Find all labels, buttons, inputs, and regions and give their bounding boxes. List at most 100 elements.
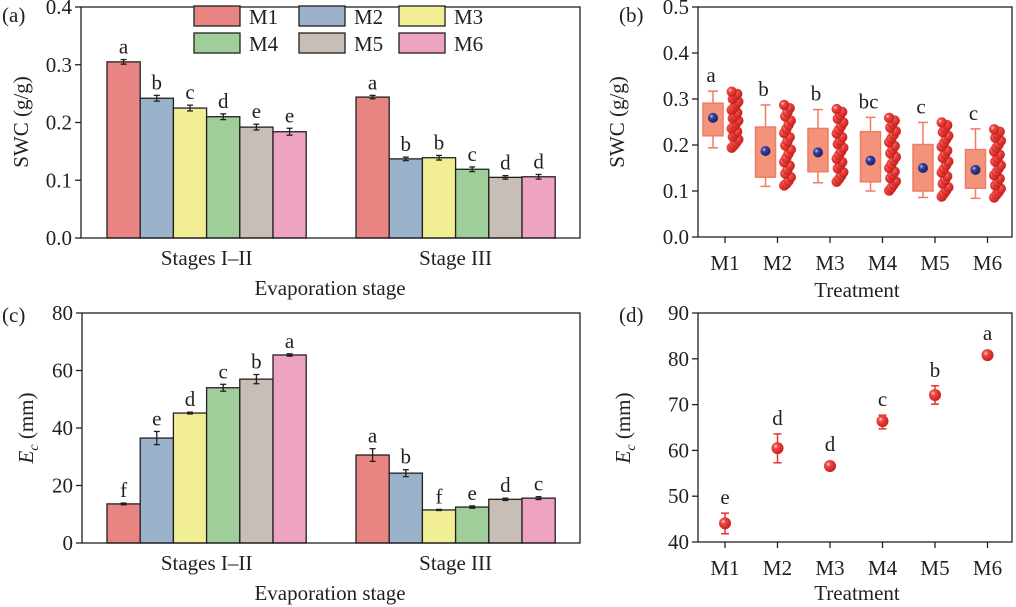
panel-a-bar-m3 — [421, 157, 457, 239]
panel-d-label: (d) — [619, 303, 644, 327]
legend-label-m5: M5 — [354, 32, 383, 56]
panel-c-y-tick-label: 60 — [52, 359, 73, 383]
panel-c-significance-letter: f — [120, 478, 127, 502]
panel-c-x-axis-label: Evaporation stage — [254, 581, 405, 605]
panel-d-significance-letter: d — [825, 432, 836, 456]
panel-d-significance-letter: c — [878, 387, 887, 411]
panel-d-data-point-m2 — [771, 442, 784, 455]
panel-d-y-tick-label: 90 — [668, 301, 689, 325]
panel-c-bar-m2 — [139, 437, 175, 544]
panel-c-y-tick-label: 0 — [63, 531, 74, 555]
panel-b-x-axis-label: Treatment — [814, 278, 900, 302]
panel-b-data-point — [831, 103, 842, 115]
panel-b-y-tick-label: 0.5 — [663, 0, 689, 19]
panel-b-mean-marker — [813, 147, 823, 158]
panel-a-bar-m6 — [272, 131, 307, 239]
panel-a-label: (a) — [2, 3, 25, 27]
panel-b-x-tick-label: M4 — [868, 251, 898, 275]
panel-a-bar-m3 — [172, 107, 208, 239]
panel-d-significance-letter: d — [772, 406, 783, 430]
panel-d-data-point-m1 — [719, 517, 731, 530]
panel-d-y-tick-label: 60 — [668, 438, 689, 462]
panel-d-x-tick-label: M6 — [973, 556, 1002, 580]
panel-c-significance-letter: a — [368, 424, 378, 448]
panel-b-significance-letter: c — [969, 101, 978, 125]
panel-b-data-point — [936, 117, 947, 128]
panel-a-significance-letter: b — [401, 132, 412, 156]
panel-b-mean-marker — [970, 164, 981, 175]
panel-c-significance-letter: c — [534, 472, 543, 496]
panel-c-bar-m4 — [205, 387, 241, 544]
panel-a-significance-letter: b — [152, 70, 163, 94]
panel-c-bar-m5 — [239, 378, 274, 544]
panel-c-y-tick-label: 80 — [52, 301, 73, 325]
panel-a-y-axis-label: SWC (g/g) — [9, 76, 33, 168]
panel-d-x-tick-label: M3 — [815, 556, 844, 580]
panel-c-significance-letter: c — [219, 359, 228, 383]
panel-c-bar-m4 — [454, 506, 490, 544]
panel-d-y-tick-label: 40 — [668, 530, 689, 554]
panel-a-significance-letter: a — [119, 35, 129, 59]
panel-a-significance-letter: d — [218, 89, 229, 113]
ec-unit: (mm) — [14, 393, 38, 445]
panel-b-x-tick-label: M1 — [710, 251, 739, 275]
panel-c-bar-m1 — [355, 454, 390, 544]
panel-c-bar-m6 — [272, 354, 307, 544]
panel-d-significance-letter: a — [983, 321, 993, 345]
legend-swatch-m4 — [193, 32, 241, 54]
legend-label-m4: M4 — [249, 32, 279, 56]
panel-a-y-tick-label: 0.2 — [46, 111, 72, 135]
ec-subscript: c — [27, 444, 42, 451]
panel-a-bar-m4 — [205, 116, 241, 239]
panel-a-significance-letter: c — [468, 142, 477, 166]
panel-b-x-tick-label: M6 — [973, 251, 1002, 275]
panel-d-x-tick-label: M4 — [868, 556, 898, 580]
ec-symbol: E — [14, 450, 38, 464]
panel-a-bar-m1 — [355, 96, 390, 239]
panel-a-bar-m5 — [239, 126, 274, 239]
ec-symbol: E — [611, 450, 635, 464]
panel-a-significance-letter: b — [434, 130, 445, 154]
panel-b-x-tick-label: M2 — [763, 251, 792, 275]
panel-b-label: (b) — [619, 3, 644, 27]
panel-b-data-point — [779, 99, 790, 111]
panel-a-significance-letter: e — [252, 99, 261, 123]
panel-b-y-tick-label: 0.0 — [663, 225, 689, 249]
panel-c-significance-letter: b — [401, 445, 412, 469]
panel-a-y-tick-label: 0.0 — [46, 226, 72, 250]
panel-c-significance-letter: e — [152, 406, 161, 430]
panel-d-data-point-m5 — [929, 388, 941, 401]
panel-b-mean-marker — [708, 112, 718, 123]
panel-a-y-tick-label: 0.3 — [46, 53, 72, 77]
panel-d-x-tick-label: M2 — [763, 556, 792, 580]
panel-c-bar-m3 — [172, 412, 208, 544]
panel-d-ec-scatter: (d) 40 50 60 70 80 90 M1 M2 M3 M4 M5 M6 e d d c b a Ec (… — [611, 301, 1013, 605]
panel-a-bar-m1 — [106, 61, 141, 239]
panel-a-significance-letter: d — [500, 151, 511, 175]
panel-d-x-tick-label: M5 — [920, 556, 949, 580]
ec-subscript: c — [624, 444, 639, 451]
panel-c-x-category-label: Stage III — [419, 551, 492, 575]
legend-label-m3: M3 — [454, 5, 483, 29]
panel-d-y-tick-label: 70 — [668, 393, 689, 417]
panel-d-frame — [697, 312, 1013, 543]
panel-b-significance-letter: bc — [859, 89, 879, 113]
panel-b-y-tick-label: 0.4 — [663, 41, 690, 65]
legend-swatch-m5 — [298, 32, 346, 54]
panel-c-bar-m1 — [106, 503, 141, 544]
panel-a-y-tick-label: 0.4 — [46, 0, 73, 19]
legend-swatch-m6 — [398, 32, 446, 54]
panel-a-significance-letter: d — [533, 149, 544, 173]
panel-b-significance-letter: b — [758, 77, 769, 101]
panel-c-significance-letter: f — [436, 484, 443, 508]
panel-c-frame — [81, 312, 581, 544]
panel-b-x-tick-label: M5 — [920, 251, 949, 275]
panel-a-bar-m4 — [454, 168, 490, 239]
panel-d-data-point-m6 — [981, 349, 994, 362]
panel-c-significance-letter: b — [251, 350, 262, 374]
panel-d-x-axis-label: Treatment — [814, 581, 900, 605]
panel-d-y-tick-label: 80 — [668, 347, 689, 371]
panel-a-significance-letter: c — [185, 80, 194, 104]
ec-unit: (mm) — [611, 393, 635, 445]
